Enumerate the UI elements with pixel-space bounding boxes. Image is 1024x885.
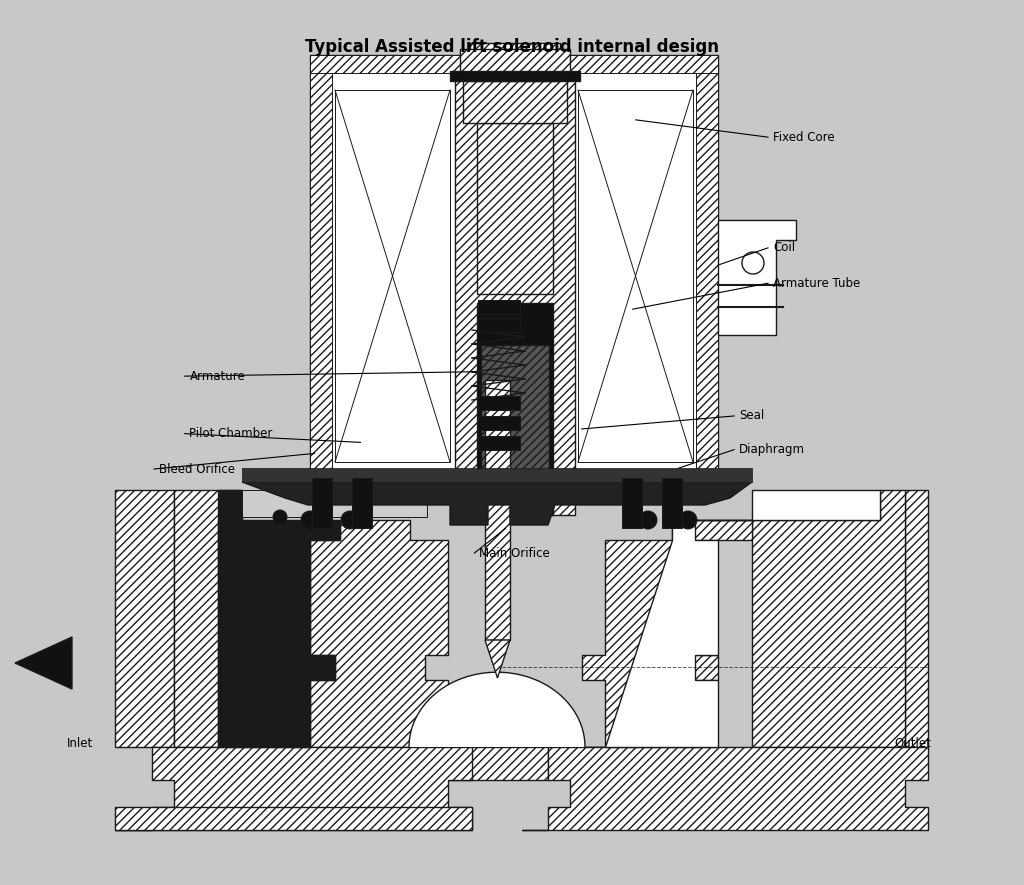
Polygon shape (449, 747, 548, 780)
Polygon shape (310, 673, 605, 747)
Circle shape (742, 252, 764, 274)
Polygon shape (115, 490, 174, 747)
Text: Armature Tube: Armature Tube (773, 277, 860, 289)
Text: Fixed Core: Fixed Core (773, 131, 835, 143)
Text: Main Orifice: Main Orifice (479, 547, 550, 559)
Bar (622, 478, 642, 528)
Bar (478, 300, 520, 314)
Bar (312, 478, 332, 528)
Polygon shape (174, 490, 242, 747)
Bar (310, 470, 718, 490)
Polygon shape (752, 490, 905, 747)
Bar (477, 303, 553, 515)
Text: Inlet: Inlet (67, 737, 93, 750)
Bar (485, 380, 510, 640)
Polygon shape (242, 482, 752, 525)
Circle shape (341, 511, 359, 529)
Polygon shape (115, 747, 472, 830)
Bar (450, 71, 580, 81)
Text: Armature: Armature (189, 370, 245, 382)
Circle shape (679, 511, 697, 529)
Text: Outlet: Outlet (894, 737, 931, 750)
Text: Coil: Coil (773, 242, 796, 254)
Text: Seal: Seal (739, 410, 765, 422)
Polygon shape (548, 520, 752, 747)
Circle shape (639, 511, 657, 529)
Bar (115, 807, 472, 830)
Bar (481, 345, 549, 510)
Bar (352, 478, 372, 528)
Polygon shape (605, 490, 880, 747)
Bar (696, 55, 718, 490)
Polygon shape (335, 90, 450, 462)
Bar (478, 436, 520, 450)
Text: Typical Assisted lift solenoid internal design: Typical Assisted lift solenoid internal … (305, 38, 719, 56)
Text: Diaphragm: Diaphragm (739, 443, 805, 456)
Polygon shape (578, 90, 693, 462)
Bar (662, 478, 682, 528)
Polygon shape (522, 747, 928, 830)
Bar (310, 55, 332, 490)
Bar (242, 490, 427, 517)
Bar (460, 49, 570, 71)
Bar (477, 123, 553, 294)
Polygon shape (15, 637, 72, 689)
Text: Pilot Chamber: Pilot Chamber (189, 427, 272, 440)
Polygon shape (310, 520, 449, 747)
Circle shape (301, 511, 319, 529)
Polygon shape (242, 468, 752, 482)
Polygon shape (718, 220, 796, 335)
Polygon shape (485, 640, 510, 678)
Text: Bleed Orifice: Bleed Orifice (159, 463, 234, 475)
Bar (478, 416, 520, 430)
Bar (310, 55, 718, 73)
Circle shape (273, 510, 287, 524)
Bar (478, 396, 520, 410)
Polygon shape (605, 490, 880, 747)
Bar (463, 78, 567, 123)
Bar (478, 318, 520, 332)
Polygon shape (905, 490, 928, 747)
Polygon shape (218, 490, 340, 747)
Bar (470, 43, 560, 81)
Polygon shape (310, 55, 718, 490)
Bar (455, 73, 575, 515)
